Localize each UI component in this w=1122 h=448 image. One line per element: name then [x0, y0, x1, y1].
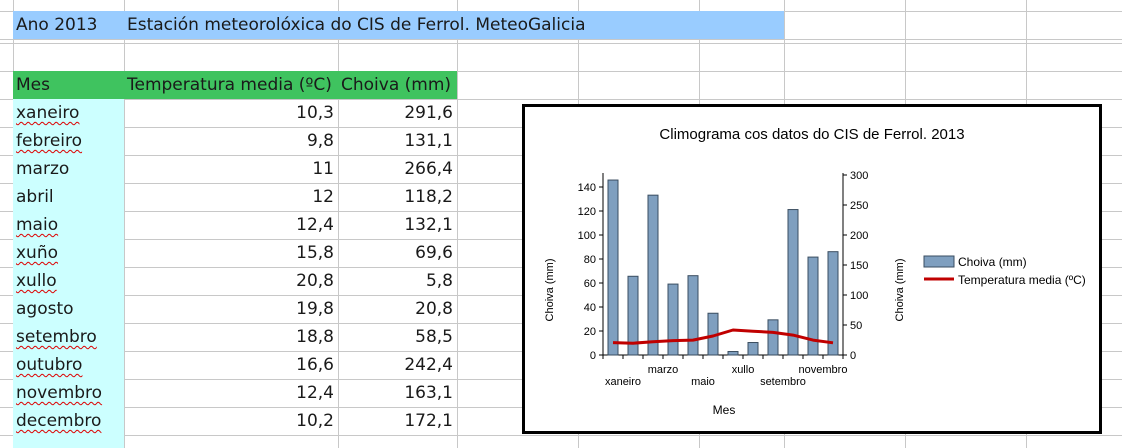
temperature-cell[interactable]: 15,8 — [296, 243, 334, 263]
rain-cell[interactable]: 69,6 — [415, 243, 453, 263]
x-tick-label: xaneiro — [605, 376, 641, 388]
rain-cell[interactable]: 20,8 — [415, 299, 453, 319]
chart-legend: Choiva (mm) Temperatura media (ºC) — [923, 255, 1086, 287]
y-tick-label-right: 250 — [850, 200, 868, 212]
month-cell[interactable]: setembro — [16, 327, 97, 347]
y-tick-label-right: 100 — [850, 290, 868, 302]
header-rain[interactable]: Choiva (mm) — [341, 75, 452, 95]
y-tick-label-right: 200 — [850, 230, 868, 242]
month-cell[interactable]: marzo — [16, 159, 70, 179]
bar-rain — [667, 283, 679, 356]
climograph-chart[interactable]: Climograma cos datos do CIS de Ferrol. 2… — [522, 104, 1102, 434]
legend-swatch-rain — [923, 255, 955, 268]
legend-label-rain: Choiva (mm) — [958, 255, 1027, 269]
rain-cell[interactable]: 5,8 — [425, 271, 453, 291]
temperature-cell[interactable]: 10,2 — [296, 411, 334, 431]
month-cell[interactable]: agosto — [16, 299, 74, 319]
bar-rain — [767, 319, 779, 356]
bar-rain — [627, 275, 639, 356]
temperature-cell[interactable]: 18,8 — [296, 327, 334, 347]
y-axis-title-right: Choiva (mm) — [894, 259, 906, 322]
temperature-cell[interactable]: 12 — [312, 187, 334, 207]
y-tick-label-left: 20 — [584, 326, 596, 338]
y-tick-label-right: 150 — [850, 260, 868, 272]
x-tick-label: novembro — [799, 364, 848, 376]
header-month[interactable]: Mes — [16, 75, 50, 95]
year-cell[interactable]: Ano 2013 — [16, 15, 98, 35]
temperature-cell[interactable]: 12,4 — [296, 215, 334, 235]
month-cell[interactable]: novembro — [16, 383, 103, 403]
month-cell[interactable]: outubro — [16, 355, 83, 375]
x-tick-label: setembro — [760, 376, 806, 388]
y-tick-label-left: 0 — [590, 350, 596, 362]
y-tick-label-right: 50 — [850, 320, 862, 332]
bar-rain — [687, 275, 699, 356]
bar-rain — [787, 209, 799, 356]
grid-line — [124, 0, 125, 448]
y-tick-label-right: 0 — [850, 350, 856, 362]
x-tick-label: xullo — [732, 364, 755, 376]
bar-rain — [607, 179, 619, 356]
rain-cell[interactable]: 132,1 — [404, 215, 453, 235]
temperature-cell[interactable]: 16,6 — [296, 355, 334, 375]
legend-label-temperature: Temperatura media (ºC) — [958, 273, 1086, 287]
grid-line — [0, 39, 1122, 40]
rain-cell[interactable]: 163,1 — [404, 383, 453, 403]
grid-line — [0, 43, 1122, 44]
rain-cell[interactable]: 118,2 — [404, 187, 453, 207]
y-axis-title-left: Choiva (mm) — [544, 259, 556, 322]
temperature-cell[interactable]: 20,8 — [296, 271, 334, 291]
bar-rain — [807, 256, 819, 356]
header-temperature[interactable]: Temperatura media (ºC) — [127, 75, 332, 95]
temperature-cell[interactable]: 12,4 — [296, 383, 334, 403]
bar-rain — [747, 342, 759, 356]
grid-line — [457, 0, 458, 448]
rain-cell[interactable]: 266,4 — [404, 159, 453, 179]
y-tick-label-left: 140 — [578, 182, 596, 194]
chart-canvas: Climograma cos datos do CIS de Ferrol. 2… — [544, 126, 1086, 417]
title-row-fill — [124, 11, 784, 39]
x-axis-title: Mes — [713, 403, 736, 417]
month-column-fill — [13, 99, 124, 448]
month-cell[interactable]: febreiro — [16, 131, 83, 151]
grid-line — [338, 0, 339, 448]
y-tick-label-left: 40 — [584, 302, 596, 314]
grid-line — [0, 71, 1122, 72]
month-cell[interactable]: decembro — [16, 411, 102, 431]
grid-line — [0, 435, 1122, 436]
chart-title: Climograma cos datos do CIS de Ferrol. 2… — [659, 126, 964, 143]
month-cell[interactable]: maio — [16, 215, 59, 235]
y-tick-label-left: 120 — [578, 206, 596, 218]
header-row-fill — [13, 71, 457, 99]
x-tick-label: maio — [691, 376, 715, 388]
month-cell[interactable]: xullo — [16, 271, 57, 291]
month-cell[interactable]: xaneiro — [16, 103, 80, 123]
sheet-title-cell[interactable]: Estación meteorolóxica do CIS de Ferrol.… — [127, 15, 586, 35]
y-tick-label-left: 80 — [584, 254, 596, 266]
temperature-cell[interactable]: 19,8 — [296, 299, 334, 319]
month-cell[interactable]: abril — [16, 187, 54, 207]
temperature-cell[interactable]: 9,8 — [306, 131, 334, 151]
y-tick-label-left: 100 — [578, 230, 596, 242]
rain-cell[interactable]: 58,5 — [415, 327, 453, 347]
line-temperature — [612, 328, 834, 345]
rain-cell[interactable]: 291,6 — [404, 103, 453, 123]
x-tick-label: marzo — [648, 364, 679, 376]
bar-rain — [827, 251, 839, 356]
y-tick-label-right: 300 — [850, 170, 868, 182]
rain-cell[interactable]: 242,4 — [404, 355, 453, 375]
grid-line — [0, 99, 1122, 100]
rain-cell[interactable]: 131,1 — [404, 131, 453, 151]
bar-rain — [647, 194, 659, 356]
rain-cell[interactable]: 172,1 — [404, 411, 453, 431]
temperature-cell[interactable]: 10,3 — [296, 103, 334, 123]
y-tick-label-left: 60 — [584, 278, 596, 290]
month-cell[interactable]: xuño — [16, 243, 59, 263]
year-cell-fill — [13, 11, 124, 39]
temperature-cell[interactable]: 11 — [312, 159, 334, 179]
bar-rain — [727, 351, 739, 356]
